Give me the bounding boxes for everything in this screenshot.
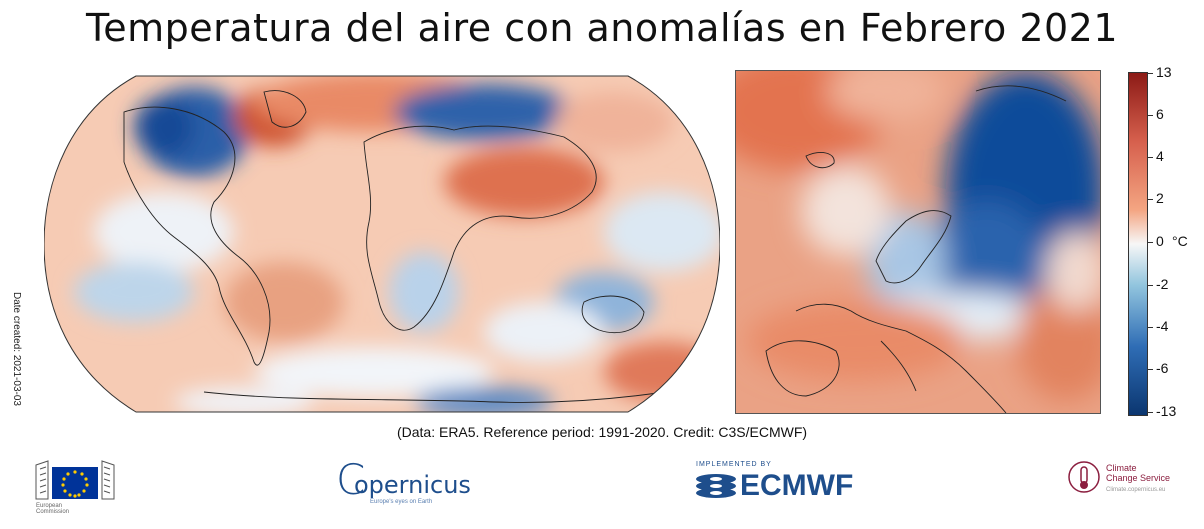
- ecmwf-wordmark: ECMWF: [740, 469, 854, 502]
- c3s-thermometer-icon: [1068, 461, 1100, 493]
- colorbar: [1128, 72, 1148, 416]
- eu-logo[interactable]: European Commission: [34, 455, 134, 515]
- colorbar-tick: -6: [1148, 360, 1168, 376]
- colorbar-tick: 2: [1148, 190, 1164, 206]
- copernicus-initial: C: [336, 455, 366, 504]
- europe-anomaly-map: [735, 70, 1101, 414]
- ecmwf-wave-icon: [696, 474, 736, 498]
- date-created-label: Date created: 2021-03-03: [11, 292, 22, 406]
- colorbar-tick: -13: [1148, 403, 1176, 419]
- colorbar-tick: 13: [1148, 64, 1172, 80]
- c3s-subtitle: Climate.copernicus.eu: [1106, 487, 1166, 493]
- ecmwf-kicker: IMPLEMENTED BY: [696, 461, 772, 468]
- colorbar-tick: -4: [1148, 318, 1168, 334]
- copernicus-wordmark: opernicus: [354, 471, 471, 499]
- c3s-title-line1: Climate: [1106, 463, 1137, 473]
- colorbar-tick: 6: [1148, 106, 1164, 122]
- world-anomaly-map: [44, 75, 720, 413]
- c3s-title-line2: Change Service: [1106, 473, 1171, 483]
- copernicus-subtitle: Europe's eyes on Earth: [370, 499, 433, 505]
- data-credit: (Data: ERA5. Reference period: 1991-2020…: [396, 424, 808, 440]
- colorbar-tick: -2: [1148, 276, 1168, 292]
- eu-flag-icon: [35, 460, 115, 500]
- colorbar-tick: 4: [1148, 148, 1164, 164]
- copernicus-logo[interactable]: C opernicus Europe's eyes on Earth: [336, 455, 476, 515]
- c3s-logo[interactable]: Climate Change Service Climate.copernicu…: [1066, 455, 1186, 515]
- colorbar-unit: °C: [1172, 233, 1188, 249]
- page-title: Temperatura del aire con anomalías en Fe…: [85, 6, 1119, 50]
- colorbar-tick: 0: [1148, 233, 1164, 249]
- eu-logo-text: European Commission: [36, 503, 70, 515]
- ecmwf-logo[interactable]: IMPLEMENTED BY ECMWF: [690, 455, 880, 515]
